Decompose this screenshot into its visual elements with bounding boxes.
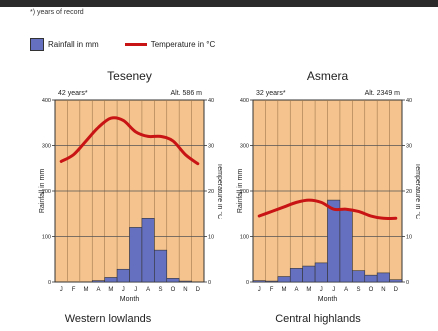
rainfall-bar (302, 265, 316, 283)
rainfall-legend-swatch (30, 38, 44, 51)
temperature-line (257, 198, 398, 220)
rainfall-bar (265, 280, 279, 283)
footnote: *) years of record (30, 9, 84, 16)
rainfall-bar (289, 268, 303, 283)
month-tick-label: M (282, 287, 287, 293)
month-tick-label: N (183, 287, 187, 293)
rainfall-bar (327, 199, 341, 283)
left-tick-label: 200 (240, 189, 249, 195)
right-tick-label: 10 (406, 235, 412, 241)
rainfall-bar (166, 278, 180, 283)
legend: Rainfall in mm Temperature in °C (30, 38, 215, 51)
month-tick-label: M (84, 287, 89, 293)
left-tick-label: 0 (48, 280, 51, 286)
left-tick-label: 300 (42, 144, 51, 150)
left-tick-label: 100 (42, 235, 51, 241)
altitude-label: Alt. 586 m (170, 90, 202, 97)
month-tick-label: A (146, 287, 150, 293)
right-tick-label: 0 (208, 280, 211, 286)
rainfall-bar (154, 249, 168, 283)
month-tick-label: A (294, 287, 298, 293)
years-of-record: 42 years* (58, 90, 88, 97)
asmera-climate-chart: Asmera 32 years* Alt. 2349 m 0 100 200 300 400 0… (237, 69, 420, 303)
rainfall-bar (339, 208, 353, 283)
region-label-central-highlands: Central highlands (275, 313, 361, 325)
rainfall-bar (91, 280, 105, 283)
temperature-line (59, 116, 200, 166)
right-tick-label: 20 (208, 189, 214, 195)
right-tick-label: 20 (406, 189, 412, 195)
right-tick-label: 40 (406, 98, 412, 104)
month-tick-label: S (357, 287, 361, 293)
rainfall-bar (376, 272, 390, 283)
month-tick-label: O (369, 287, 374, 293)
left-axis-label: Rainfall in mm (237, 169, 244, 214)
x-axis-label: Month (120, 296, 140, 303)
rainfall-legend-label: Rainfall in mm (48, 40, 99, 49)
rainfall-bar (129, 227, 143, 283)
right-tick-label: 30 (208, 144, 214, 150)
rainfall-bar (364, 274, 378, 283)
rainfall-bar (389, 279, 403, 283)
teseney-climate-chart: Teseney 42 years* Alt. 586 m 0 100 200 300 400 0… (39, 69, 222, 303)
rainfall-bar (141, 218, 155, 283)
chart-title: Asmera (307, 69, 349, 83)
month-tick-label: S (159, 287, 163, 293)
month-tick-label: D (196, 287, 201, 293)
region-label-western-lowlands: Western lowlands (64, 313, 152, 325)
left-tick-label: 400 (240, 98, 249, 104)
month-tick-label: N (381, 287, 385, 293)
rainfall-bar (277, 276, 291, 283)
rainfall-bar (116, 268, 130, 283)
month-tick-label: J (332, 287, 335, 293)
month-tick-label: M (108, 287, 113, 293)
rainfall-bar (252, 280, 266, 283)
month-tick-label: D (394, 287, 399, 293)
top-strip (0, 0, 438, 7)
month-tick-label: J (122, 287, 125, 293)
temperature-legend-label: Temperature in °C (150, 40, 216, 49)
month-tick-label: J (258, 287, 261, 293)
rainfall-bar (352, 270, 366, 283)
left-tick-label: 200 (42, 189, 51, 195)
left-tick-label: 400 (42, 98, 51, 104)
left-tick-label: 0 (246, 280, 249, 286)
temperature-legend-swatch (124, 43, 147, 46)
right-tick-label: 10 (208, 235, 214, 241)
rainfall-bar (104, 277, 118, 283)
left-tick-label: 100 (240, 235, 249, 241)
left-axis-label: Rainfall in mm (39, 169, 46, 214)
right-tick-label: 40 (208, 98, 214, 104)
month-tick-label: A (344, 287, 348, 293)
month-tick-label: J (320, 287, 323, 293)
rainfall-bar (178, 280, 192, 283)
years-of-record: 32 years* (256, 90, 286, 97)
chart-title: Teseney (107, 69, 152, 83)
month-tick-label: A (96, 287, 100, 293)
rainfall-bar (314, 262, 328, 283)
right-axis-label: Temperature in °C (414, 163, 420, 220)
altitude-label: Alt. 2349 m (365, 90, 401, 97)
month-tick-label: M (306, 287, 311, 293)
right-tick-label: 0 (406, 280, 409, 286)
x-axis-label: Month (318, 296, 338, 303)
right-axis-label: Temperature in °C (216, 163, 222, 220)
month-tick-label: F (270, 287, 274, 293)
month-tick-label: F (72, 287, 76, 293)
left-tick-label: 300 (240, 144, 249, 150)
right-tick-label: 30 (406, 144, 412, 150)
month-tick-label: J (60, 287, 63, 293)
month-tick-label: J (134, 287, 137, 293)
month-tick-label: O (171, 287, 176, 293)
